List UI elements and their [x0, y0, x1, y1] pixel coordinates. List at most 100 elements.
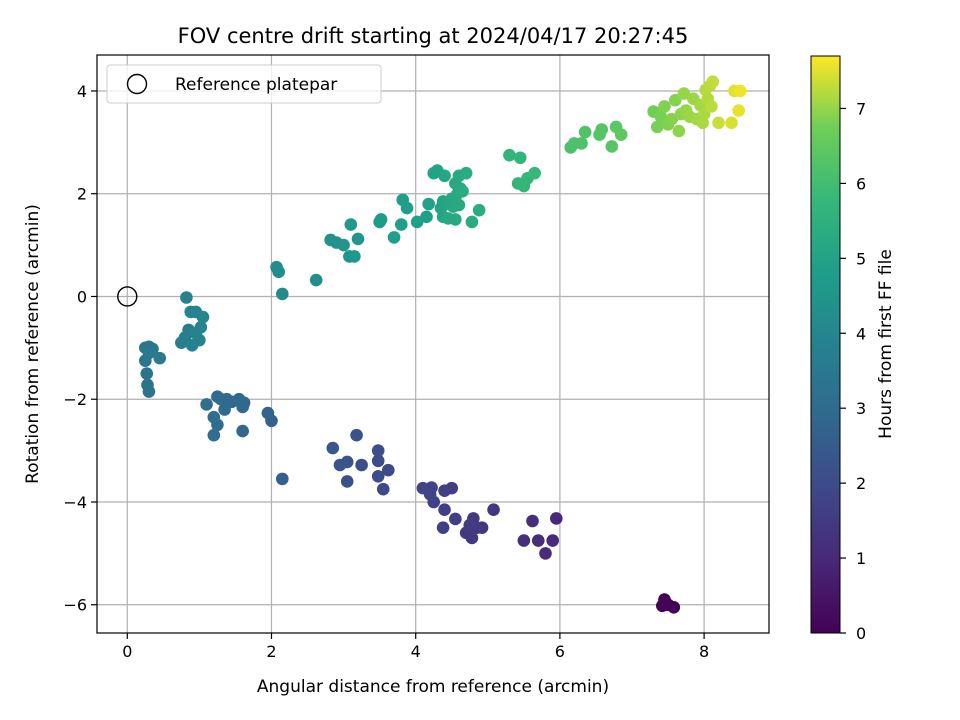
data-point: [337, 238, 350, 252]
data-point: [416, 481, 430, 495]
data-point: [376, 482, 390, 496]
data-point: [194, 321, 208, 334]
data-point: [371, 444, 385, 457]
legend-box: [106, 64, 382, 104]
data-point: [531, 534, 545, 547]
data-point: [394, 218, 408, 231]
colorbar: 0 1 2 3 4 5 6 7 Hours from first FF file: [810, 55, 896, 643]
legend: Reference platepar: [106, 64, 382, 104]
scatter-points: [139, 75, 747, 614]
chart-title: FOV centre drift starting at 2024/04/17 …: [178, 24, 689, 48]
data-point: [526, 514, 539, 528]
colorbar-tick-label: 6: [856, 174, 866, 193]
data-point: [465, 215, 479, 229]
data-point: [712, 116, 725, 130]
data-point: [276, 287, 289, 301]
data-point: [539, 547, 552, 560]
x-axis-label: Angular distance from reference (arcmin): [257, 677, 609, 697]
data-point: [614, 128, 628, 141]
data-point: [207, 428, 221, 442]
y-tick-label: 4: [77, 82, 87, 101]
data-point: [351, 232, 365, 246]
data-point: [503, 148, 516, 162]
y-tick-label: −2: [63, 390, 87, 409]
y-axis-label: Rotation from reference (arcmin): [23, 204, 43, 484]
data-point: [459, 166, 473, 180]
legend-reference-marker: [126, 73, 148, 95]
data-point: [371, 469, 385, 483]
legend-entry-reference: Reference platepar: [175, 75, 337, 95]
data-point: [463, 518, 477, 532]
x-tick-label: 8: [699, 642, 709, 661]
plot-frame: [96, 54, 770, 634]
data-point: [270, 260, 283, 274]
colorbar-gradient: [810, 55, 841, 634]
data-point: [452, 198, 466, 212]
data-point: [200, 398, 213, 411]
data-point: [706, 75, 720, 89]
colorbar-label: Hours from first FF file: [876, 249, 896, 439]
data-point: [732, 104, 746, 117]
colorbar-tick-label: 4: [856, 324, 866, 343]
data-point: [326, 441, 340, 455]
data-point: [605, 140, 619, 153]
data-point: [438, 484, 451, 497]
data-point: [733, 84, 747, 98]
data-point: [677, 87, 691, 100]
data-point: [517, 534, 531, 547]
colorbar-tick-label: 3: [856, 399, 866, 418]
data-point: [355, 458, 368, 472]
data-point: [725, 116, 738, 130]
data-point: [528, 166, 541, 180]
data-point: [381, 463, 395, 477]
data-point: [371, 454, 385, 468]
data-point: [705, 100, 718, 113]
data-point: [350, 428, 363, 442]
y-tick-label: 2: [77, 185, 87, 204]
x-tick-label: 2: [266, 642, 276, 661]
colorbar-ticks: 0 1 2 3 4 5 6 7: [840, 99, 866, 643]
data-point: [456, 184, 469, 198]
data-point: [374, 213, 388, 226]
data-point: [578, 125, 592, 139]
data-point: [276, 472, 289, 486]
colorbar-tick-label: 5: [856, 249, 866, 268]
x-tick-label: 6: [555, 642, 565, 661]
data-point: [487, 503, 500, 516]
colorbar-tick-label: 0: [856, 624, 866, 643]
data-point: [387, 231, 401, 244]
data-point: [142, 346, 156, 360]
data-point: [658, 100, 671, 113]
colorbar-tick-label: 2: [856, 474, 866, 493]
data-point: [420, 210, 433, 224]
data-point: [141, 378, 154, 392]
data-point: [207, 410, 221, 424]
data-point: [449, 512, 462, 526]
data-point: [472, 203, 486, 217]
data-point: [661, 598, 675, 612]
y-tick-label: −4: [63, 493, 87, 512]
data-point: [236, 424, 249, 438]
data-point: [422, 197, 435, 211]
data-point: [672, 124, 686, 138]
data-point: [309, 273, 323, 287]
data-point: [438, 503, 451, 516]
data-point: [438, 169, 451, 183]
data-point: [344, 218, 358, 231]
y-axis-ticks: −6 −4 −2 0 2 4: [63, 82, 97, 615]
data-point: [153, 351, 167, 365]
data-point: [665, 112, 678, 126]
data-point: [410, 215, 424, 229]
data-point: [348, 250, 361, 263]
data-point: [436, 521, 450, 534]
data-point: [449, 213, 462, 226]
x-axis-ticks: 0 2 4 6 8: [122, 633, 709, 661]
data-point: [261, 406, 275, 420]
data-point: [140, 367, 154, 380]
data-point: [549, 512, 563, 525]
data-point: [193, 333, 206, 347]
colorbar-tick-label: 1: [856, 549, 866, 568]
data-point: [650, 120, 664, 134]
data-point: [513, 151, 527, 165]
